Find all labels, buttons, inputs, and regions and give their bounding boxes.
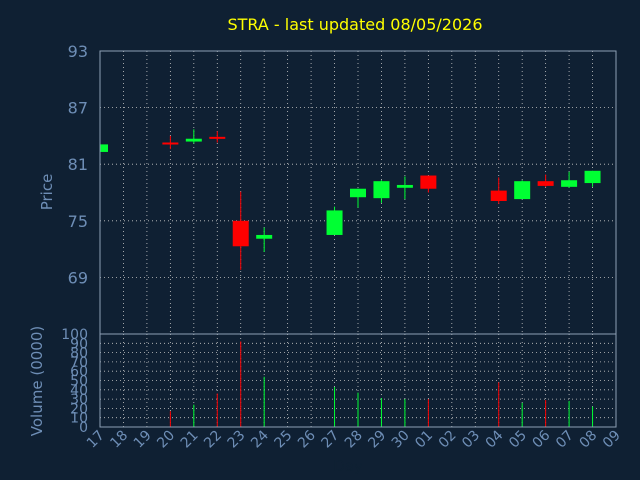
candle-body bbox=[256, 234, 273, 239]
volume-tick-label: 50 bbox=[70, 374, 88, 390]
volume-tick-label: 90 bbox=[70, 336, 88, 352]
price-tick-label: 81 bbox=[68, 155, 88, 174]
candle-body bbox=[490, 190, 507, 201]
candle-body bbox=[514, 181, 531, 200]
candle-body bbox=[561, 180, 578, 187]
candle-body bbox=[537, 181, 554, 186]
price-tick-label: 93 bbox=[68, 42, 88, 61]
volume-bars bbox=[169, 341, 594, 427]
candle-body bbox=[209, 136, 226, 139]
candle-body bbox=[185, 138, 202, 142]
candle-body bbox=[584, 170, 601, 184]
price-axis-label: Price bbox=[38, 174, 56, 211]
volume-tick-label: 100 bbox=[61, 327, 88, 343]
candle-body bbox=[162, 142, 179, 145]
volume-tick-label: 10 bbox=[70, 411, 88, 427]
candle-body bbox=[420, 175, 437, 189]
price-tick-label: 75 bbox=[68, 212, 88, 231]
volume-tick-label: 70 bbox=[70, 355, 88, 371]
candle-body bbox=[326, 210, 343, 235]
volume-tick-label: 80 bbox=[70, 346, 88, 362]
volume-tick-label: 60 bbox=[70, 364, 88, 380]
volume-tick-label: 20 bbox=[70, 401, 88, 417]
candle-body bbox=[396, 184, 413, 188]
volume-plot-frame bbox=[99, 333, 617, 428]
x-axis-label: Day bbox=[333, 457, 363, 475]
candle-body bbox=[232, 220, 249, 247]
volume-axis-label: Volume (0000) bbox=[28, 326, 46, 436]
price-tick-label: 87 bbox=[68, 99, 88, 118]
x-tick-labels: 17 18 19 20 21 22 23 24 25 26 27 28 29 30 01 02 03 04 05 06… bbox=[84, 427, 624, 451]
price-tick-label: 69 bbox=[68, 268, 88, 287]
candle-body bbox=[100, 144, 108, 152]
price-tick-labels: 93 87 81 75 69 bbox=[68, 42, 88, 287]
chart-title: STRA - last updated 08/05/2026 bbox=[227, 15, 482, 34]
candle-body bbox=[350, 188, 366, 198]
volume-tick-label: 0 bbox=[79, 420, 88, 436]
candles bbox=[99, 129, 601, 270]
volume-tick-label: 30 bbox=[70, 392, 88, 408]
candle-body bbox=[373, 181, 390, 199]
volume-tick-label: 40 bbox=[70, 383, 88, 399]
